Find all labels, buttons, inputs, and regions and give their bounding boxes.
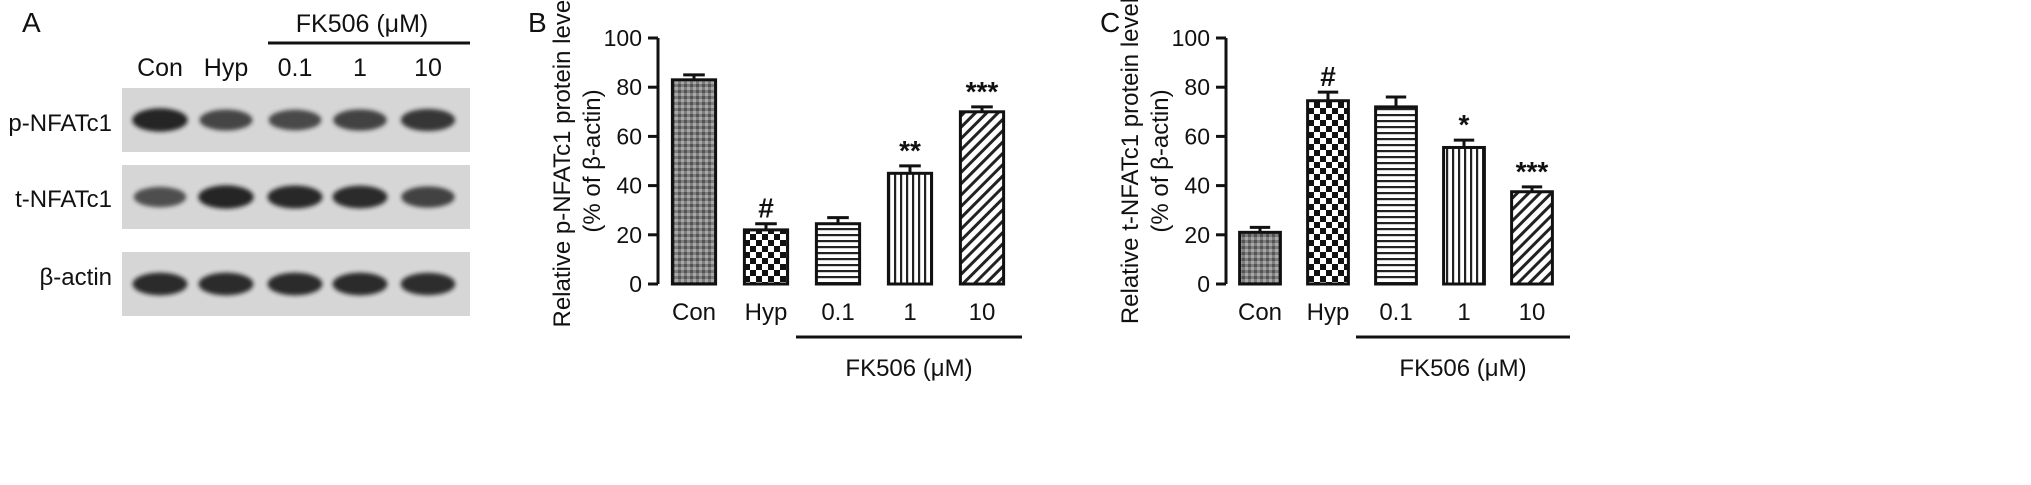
bar — [670, 78, 718, 286]
blot-lane-label: 0.1 — [278, 54, 313, 82]
blot-band — [267, 185, 323, 209]
bar — [1374, 105, 1418, 286]
blot-lane-label: Hyp — [204, 54, 248, 82]
blot-band — [401, 186, 455, 208]
y-tick-label: 60 — [1184, 123, 1210, 149]
y-axis-label: Relative p-NFATc1 protein level (% of β-a… — [549, 0, 606, 328]
blot-row-label: p-NFATc1 — [8, 110, 112, 137]
significance-label: *** — [966, 76, 999, 107]
bar — [1510, 190, 1554, 286]
blot-treatment-label: FK506 (μM) — [296, 10, 428, 38]
group-label: FK506 (μM) — [1399, 355, 1526, 382]
y-tick-label: 40 — [616, 173, 642, 199]
y-tick-label: 20 — [616, 222, 642, 248]
blot-band — [198, 185, 254, 209]
significance-label: * — [1459, 109, 1470, 140]
y-tick-label: 80 — [1184, 74, 1210, 100]
bar — [886, 171, 934, 286]
panel-a-letter: A — [22, 7, 41, 38]
blot-lane-label: 1 — [353, 54, 367, 82]
blot-band — [400, 272, 456, 296]
panel-a: A FK506 (μM) Con Hyp 0.1 1 10 p-NFATc1 t… — [8, 7, 470, 316]
x-tick-label: 0.1 — [1379, 299, 1412, 326]
blot-band — [332, 272, 388, 296]
blot-band — [132, 272, 188, 296]
y-tick-label: 20 — [1184, 222, 1210, 248]
y-tick-label: 80 — [616, 74, 642, 100]
y-tick-label: 100 — [604, 25, 642, 51]
blot-row-label: β-actin — [40, 264, 113, 291]
x-tick-label: Con — [672, 299, 716, 326]
x-tick-label: 1 — [903, 299, 916, 326]
y-axis-label: Relative t-NFATc1 protein level (% of β-a… — [1117, 0, 1174, 324]
x-tick-label: 10 — [1519, 299, 1546, 326]
bar — [814, 222, 862, 286]
blot-row-label: t-NFATc1 — [15, 186, 112, 213]
x-tick-label: 10 — [969, 299, 996, 326]
x-tick-label: Con — [1238, 299, 1282, 326]
bar — [742, 228, 790, 286]
blot-band — [132, 108, 188, 132]
group-label: FK506 (μM) — [845, 355, 972, 382]
significance-label: *** — [1516, 156, 1549, 187]
blot-strips — [122, 88, 470, 316]
blot-lane-label: Con — [137, 54, 183, 82]
blot-band — [199, 109, 253, 131]
panel-b-letter: B — [528, 7, 547, 38]
bar — [958, 110, 1006, 286]
blot-band — [133, 186, 187, 208]
x-tick-label: Hyp — [1307, 299, 1350, 326]
significance-label: ** — [899, 135, 921, 166]
x-tick-label: Hyp — [745, 299, 788, 326]
blot-band — [268, 109, 322, 131]
significance-label: # — [758, 193, 774, 224]
blot-band — [198, 272, 254, 296]
y-tick-label: 60 — [616, 123, 642, 149]
x-tick-label: 0.1 — [821, 299, 854, 326]
significance-label: # — [1320, 61, 1336, 92]
bar — [1442, 145, 1486, 286]
blot-band — [267, 272, 323, 296]
blot-band — [400, 108, 456, 132]
y-tick-label: 0 — [1197, 271, 1210, 297]
y-tick-label: 100 — [1172, 25, 1210, 51]
bar — [1238, 230, 1282, 286]
x-tick-label: 1 — [1457, 299, 1470, 326]
y-tick-label: 40 — [1184, 173, 1210, 199]
y-tick-label: 0 — [629, 271, 642, 297]
blot-band — [333, 109, 387, 131]
blot-band — [332, 185, 388, 209]
blot-lane-label: 10 — [414, 54, 442, 82]
bar — [1306, 99, 1350, 286]
panel-c-letter: C — [1100, 7, 1120, 38]
